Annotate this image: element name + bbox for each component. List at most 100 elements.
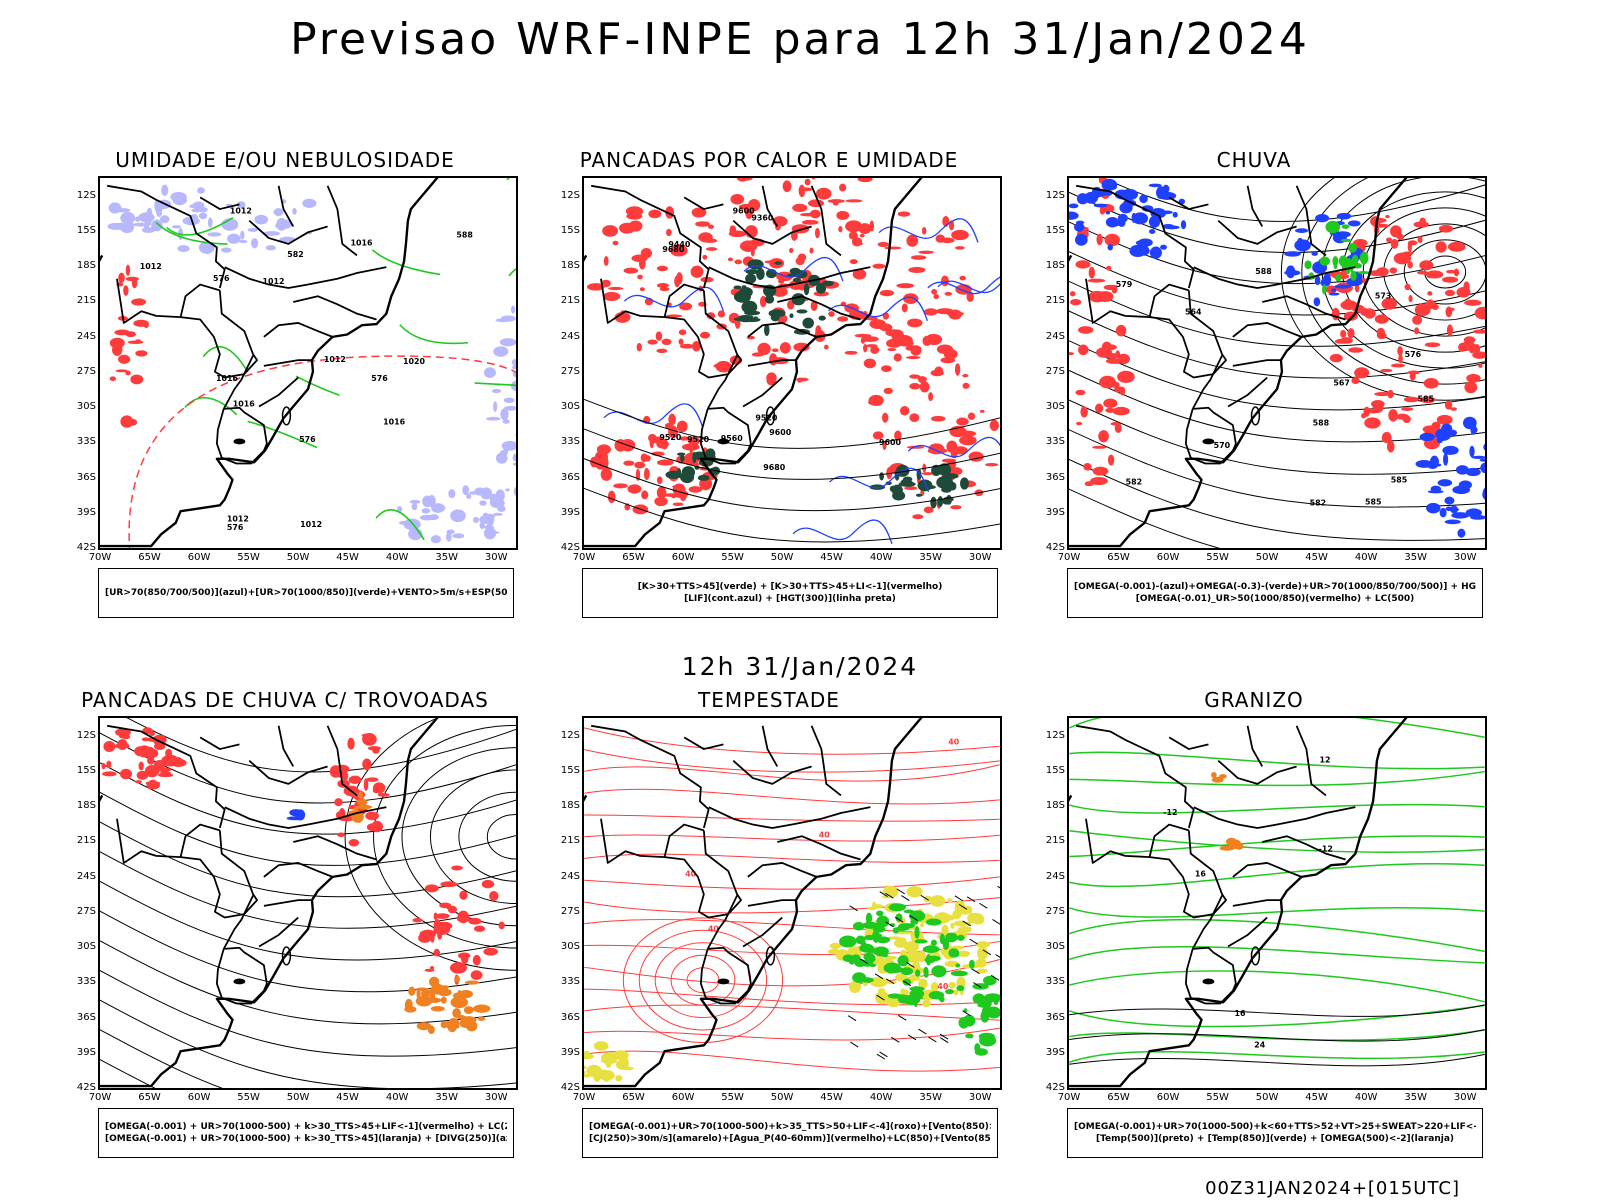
- humidity-area-blue: [411, 503, 418, 511]
- instability-area-red: [872, 263, 886, 269]
- instability-area-red: [893, 353, 902, 362]
- instability-area-red: [931, 289, 938, 295]
- rain-area-red: [1419, 396, 1436, 404]
- instability-area-darkgreen: [747, 259, 764, 270]
- country-border: [179, 823, 258, 919]
- longitude-label: 30W: [968, 1092, 992, 1103]
- humidity-area-blue: [151, 219, 163, 232]
- panel-legend: [OMEGA(-0.001)+UR>70(1000-500)+k<60+TTS>…: [1067, 1108, 1483, 1158]
- instability-area-darkgreen: [936, 476, 954, 489]
- latitude-label: 24S: [1045, 870, 1065, 882]
- hgt-contour: [1403, 239, 1485, 305]
- precipitable-water-contour: [584, 876, 1000, 890]
- instability-area-darkgreen: [937, 495, 944, 508]
- precipitable-water-contour: [584, 814, 1000, 822]
- humidity-area-blue: [172, 194, 188, 206]
- humidity-area-blue: [138, 212, 155, 223]
- humidity-area-blue: [495, 452, 508, 464]
- instability-area-red: [881, 365, 892, 373]
- thunder-area-red: [372, 782, 386, 794]
- contour-line: [126, 718, 516, 773]
- thunder-area-red: [430, 966, 435, 970]
- rain-area-blue: [1320, 278, 1329, 288]
- rain-area-blue: [1172, 211, 1178, 218]
- thunder-area-orange: [477, 1016, 486, 1021]
- rain-area-red: [1474, 306, 1485, 320]
- rain-area-blue: [1158, 191, 1177, 200]
- instability-area-red: [967, 412, 976, 420]
- instability-area-red: [912, 514, 924, 520]
- thunder-area-red: [161, 754, 179, 767]
- latitude-label: 27S: [1045, 365, 1065, 377]
- rain-area-blue: [1117, 218, 1126, 227]
- thunder-area-red: [451, 865, 463, 871]
- instability-area-darkgreen: [791, 293, 806, 306]
- wind-vector: [849, 905, 858, 912]
- instability-area-red: [759, 295, 767, 308]
- humidity-area-blue: [505, 488, 510, 492]
- instability-area-red: [717, 310, 726, 318]
- country-border: [1217, 759, 1297, 785]
- lagoon-outline: [1250, 406, 1261, 426]
- contour-label: 588: [1313, 418, 1330, 427]
- thunder-area-red: [115, 728, 131, 737]
- wind-area-green: [944, 988, 955, 995]
- humidity-area-blue: [160, 215, 170, 224]
- rain-area-red: [1438, 224, 1453, 233]
- instability-area-red: [638, 257, 646, 270]
- latitude-label: 33S: [76, 976, 96, 988]
- rain-area-blue: [1105, 210, 1111, 215]
- instability-area-red: [882, 412, 889, 423]
- humidity-area-blue: [108, 202, 122, 214]
- low-pressure-contour: [654, 942, 752, 1019]
- country-border: [1076, 724, 1195, 829]
- contour-label: 579: [1116, 280, 1133, 289]
- country-border: [1168, 196, 1209, 210]
- panel-title: TEMPESTADE: [698, 688, 840, 712]
- low-pressure-contour: [622, 917, 784, 1043]
- jet-stream-area-yellow: [603, 1071, 610, 1082]
- contour-line: [1069, 429, 1485, 508]
- humidity-area-blue: [197, 187, 205, 194]
- instability-area-red: [679, 343, 695, 349]
- instability-area-red: [656, 476, 663, 485]
- instability-area-red: [757, 342, 771, 355]
- humidity-area-blue: [446, 531, 452, 542]
- latitude-label: 36S: [1045, 1011, 1065, 1023]
- wind-vector: [973, 982, 982, 988]
- instability-area-red: [909, 374, 921, 379]
- thunder-area-red: [468, 917, 482, 925]
- contour-label: 1016: [351, 238, 374, 247]
- instability-area-red: [623, 267, 639, 274]
- lifted-index-contour: [829, 467, 930, 493]
- instability-area-red: [909, 413, 920, 422]
- temperature-500-contour: [1069, 1029, 1485, 1042]
- wind-vector: [990, 974, 1000, 981]
- country-border: [224, 266, 387, 289]
- streamline-loop: [373, 724, 516, 949]
- wind-vector: [885, 978, 895, 985]
- instability-area-darkgreen: [692, 451, 697, 464]
- thunder-area-orange: [358, 791, 364, 799]
- country-border: [683, 736, 724, 750]
- humidity-area-blue: [227, 233, 241, 244]
- rain-area-red: [1407, 261, 1413, 269]
- latitude-label: 33S: [1045, 976, 1065, 988]
- longitude-label: 40W: [1354, 552, 1378, 563]
- latitude-label: 39S: [1045, 506, 1065, 518]
- legend-line: [LIF](cont.azul) + [HGT(300)](linha pret…: [684, 594, 896, 604]
- contour-label: 567: [1333, 379, 1350, 388]
- rain-area-blue: [1311, 251, 1318, 256]
- jet-stream-area-yellow: [964, 905, 973, 914]
- instability-area-red: [661, 338, 672, 345]
- longitude-label: 70W: [1057, 1092, 1081, 1103]
- thunder-area-orange: [454, 975, 461, 983]
- wind-vector: [902, 980, 912, 987]
- latitude-label: 15S: [76, 224, 96, 236]
- thunder-area-red: [334, 798, 343, 807]
- country-border: [222, 895, 254, 950]
- rain-area-red: [1450, 407, 1458, 411]
- latitude-label: 27S: [560, 365, 580, 377]
- jet-stream-area-yellow: [895, 931, 913, 935]
- thunder-area-red: [147, 756, 155, 765]
